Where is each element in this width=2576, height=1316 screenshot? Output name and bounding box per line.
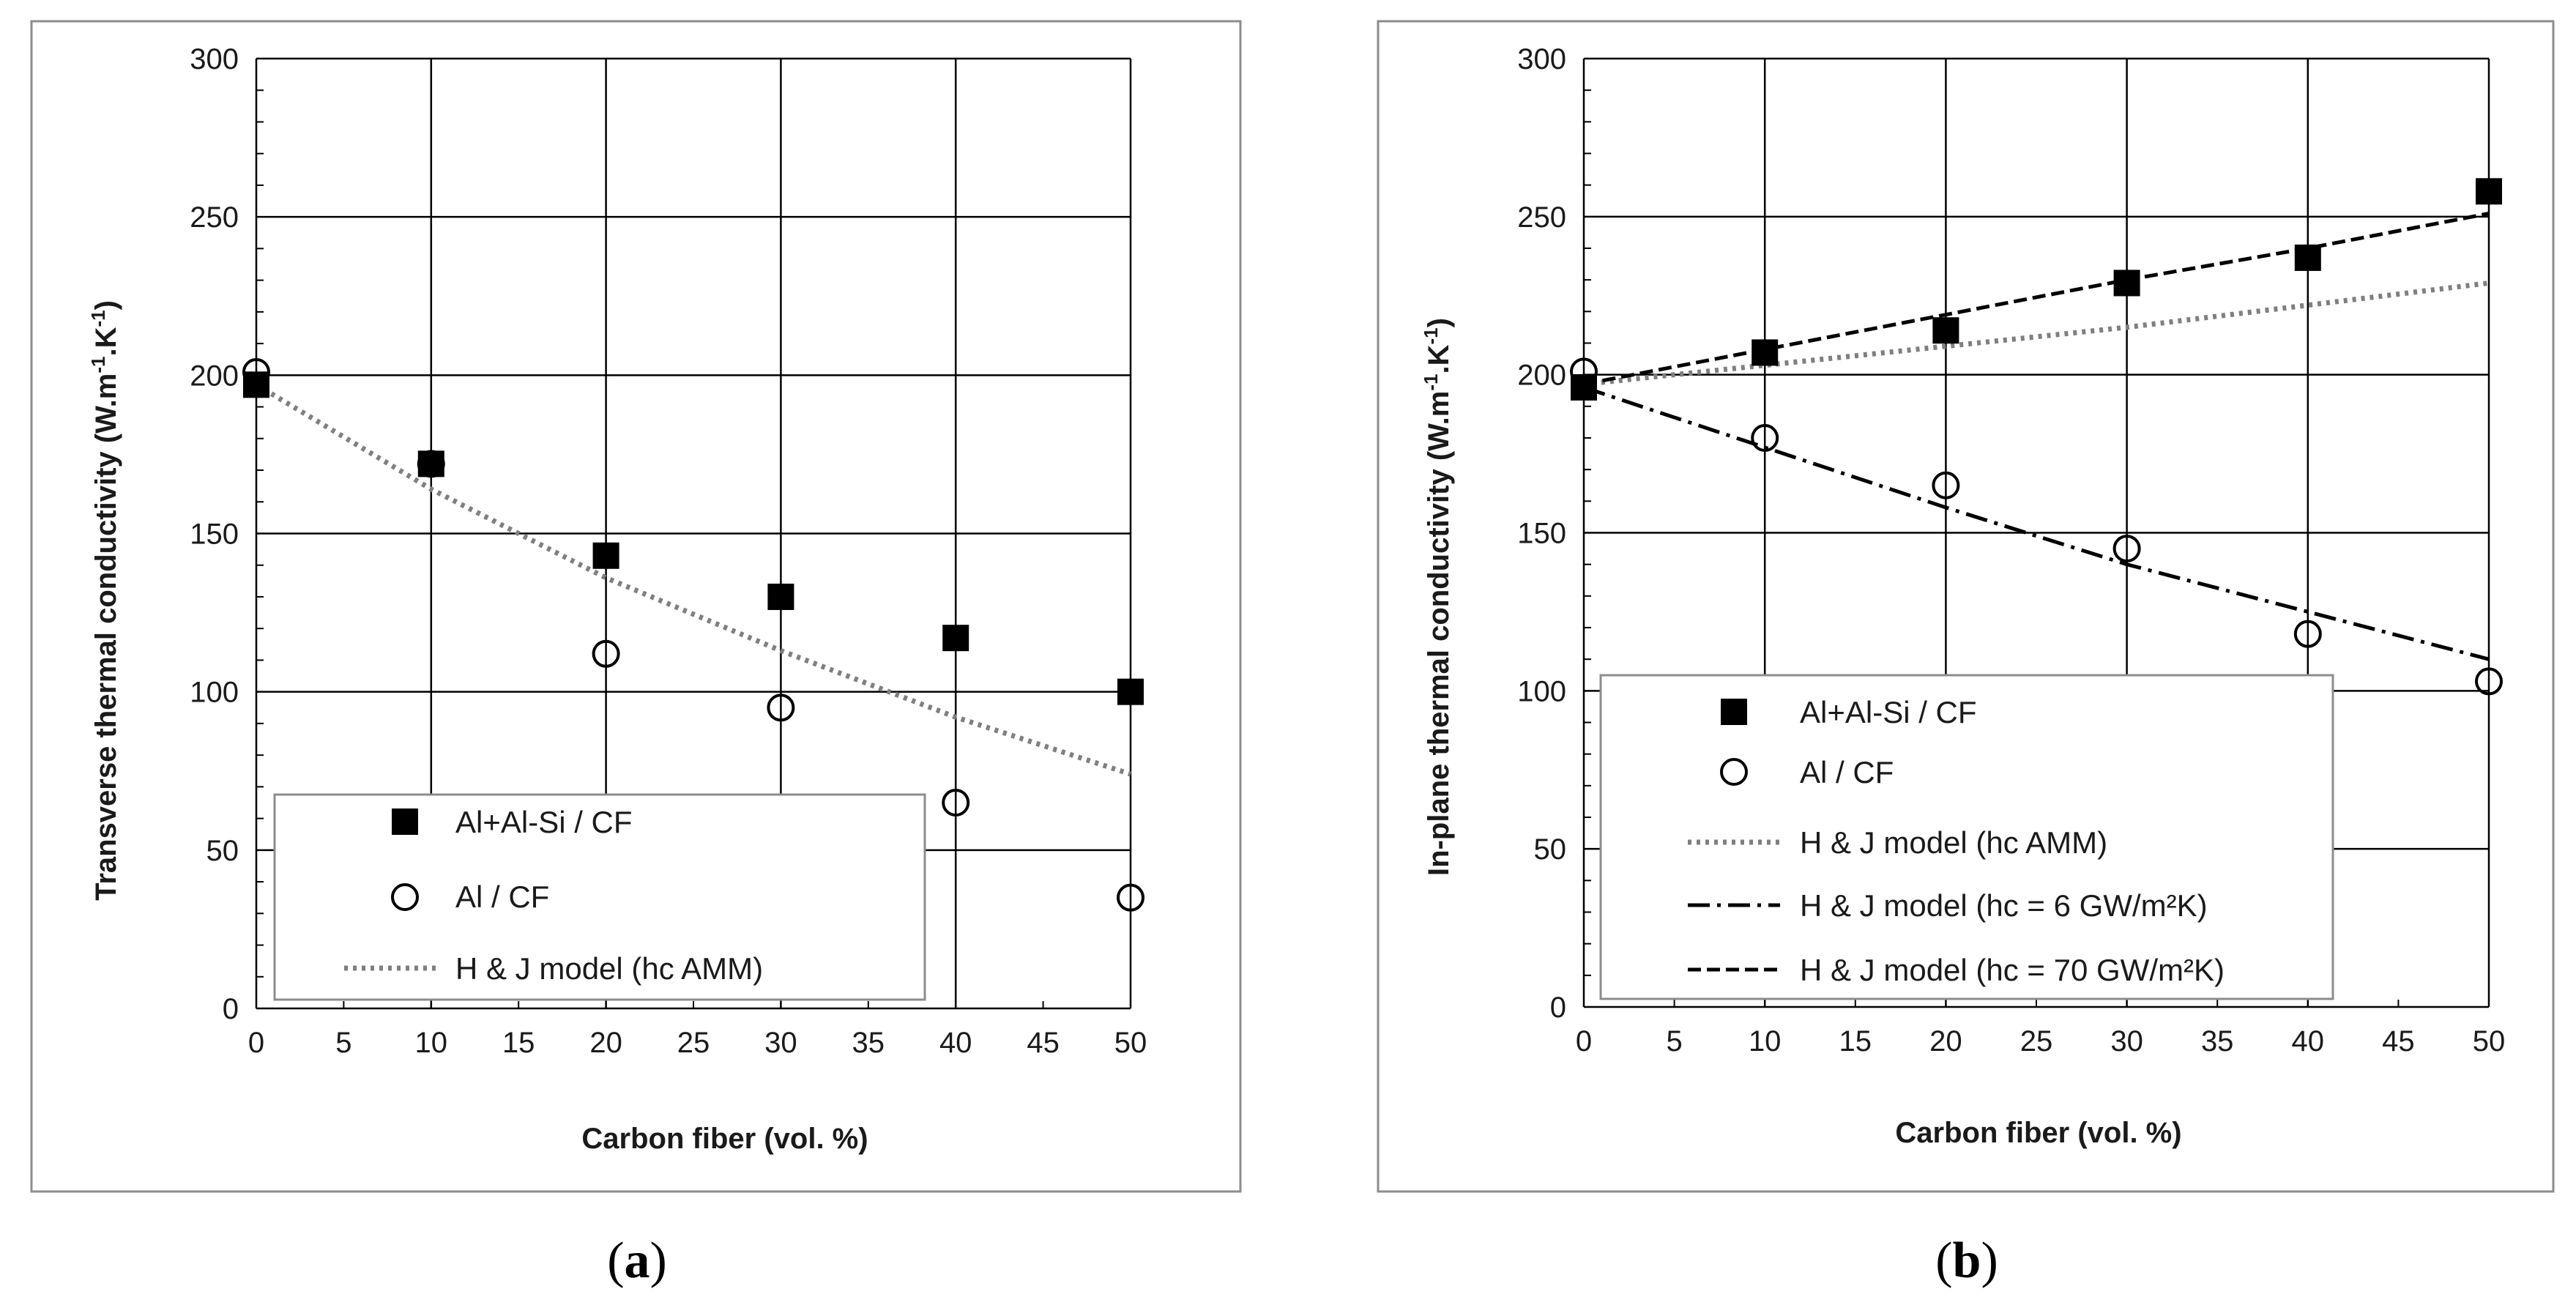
y-tick-label: 50 (1534, 833, 1567, 866)
data-point-circle (2293, 620, 2322, 648)
y-tick-label: 50 (206, 835, 239, 867)
y-tick-label: 0 (223, 993, 239, 1025)
data-point-square (1117, 678, 1144, 705)
data-point-circle (1932, 471, 1960, 499)
y-tick-label: 100 (1517, 675, 1566, 707)
x-tick-label: 25 (677, 1027, 710, 1059)
data-point-square (942, 625, 969, 652)
data-point-square (592, 542, 619, 569)
chart-a-ticks: 0 5 10 15 20 25 30 35 40 45 50 0 50 100 150 200 250 300 (190, 43, 1147, 1059)
y-tick-label: 300 (190, 43, 239, 75)
data-point-circle (942, 788, 970, 817)
data-point-circle (767, 694, 795, 722)
data-point-circle (1117, 883, 1144, 912)
x-tick-label: 0 (248, 1027, 264, 1059)
x-tick-label: 20 (1929, 1025, 1962, 1057)
x-tick-label: 25 (2020, 1025, 2053, 1057)
chart-a-y-axis-label: Transverse thermal conductivity (W.m-1.K… (87, 300, 122, 901)
x-tick-label: 30 (2110, 1025, 2143, 1057)
y-tick-label: 150 (1517, 518, 1566, 550)
data-point-circle (2112, 535, 2141, 563)
data-point-circle (592, 639, 620, 668)
y-tick-label: 150 (190, 518, 239, 551)
data-point-circle (417, 450, 445, 478)
legend-label: Al / CF (1800, 755, 1894, 789)
legend-label: Al+Al-Si / CF (1800, 695, 1977, 729)
legend-label: Al / CF (455, 880, 549, 914)
y-tick-label: 250 (1517, 201, 1566, 234)
legend-label: H & J model (hc = 6 GW/m²K) (1800, 888, 2208, 923)
data-point-square (1752, 339, 1779, 366)
legend-circle-marker (1720, 758, 1748, 786)
data-point-square (767, 583, 794, 610)
series-line-dashed (1583, 212, 2490, 387)
x-tick-label: 40 (939, 1027, 972, 1059)
data-point-circle (2475, 667, 2503, 696)
data-point-square (1932, 317, 1959, 344)
data-point-circle (1751, 424, 1779, 452)
chart-b-y-axis-label: In-plane thermal conductivity (W.m-1.K-1… (1420, 318, 1455, 876)
chart-b: 0 5 10 15 20 25 30 35 40 45 50 0 50 100 150 200 250 300 C… (1377, 20, 2555, 1289)
x-tick-label: 20 (589, 1027, 622, 1059)
chart-b-legend: Al+Al-Si / CF Al / CF H & J model (hc AM… (1599, 674, 2334, 1000)
x-tick-label: 5 (1666, 1025, 1682, 1057)
legend-square-marker (1721, 699, 1747, 725)
x-tick-label: 10 (415, 1027, 448, 1059)
legend-label: H & J model (hc = 70 GW/m²K) (1800, 953, 2225, 987)
x-tick-label: 30 (764, 1027, 797, 1059)
x-tick-label: 15 (502, 1027, 535, 1059)
data-point-circle (242, 358, 270, 387)
chart-b-ticks: 0 5 10 15 20 25 30 35 40 45 50 0 50 100 150 200 250 300 (1517, 43, 2505, 1057)
y-tick-label: 200 (190, 360, 239, 392)
chart-a-legend: Al+Al-Si / CF Al / CF H & J model (hc AM… (273, 793, 926, 1001)
chart-a-x-axis-label: Carbon fiber (vol. %) (581, 1123, 868, 1155)
legend-square-marker (392, 808, 418, 835)
chart-b-legend-box (1599, 674, 2334, 1000)
x-tick-label: 10 (1749, 1025, 1782, 1057)
legend-label: Al+Al-Si / CF (455, 805, 633, 839)
legend-label: H & J model (hc AMM) (1800, 825, 2107, 860)
y-tick-label: 200 (1517, 360, 1566, 392)
series-line-dotted (255, 382, 1132, 777)
chart-b-series (1570, 178, 2503, 696)
chart-a-caption: (a) (607, 1233, 667, 1289)
x-tick-label: 40 (2292, 1025, 2325, 1057)
x-tick-label: 0 (1576, 1025, 1592, 1057)
chart-a-frame (30, 20, 1242, 1193)
x-tick-label: 50 (2473, 1025, 2506, 1057)
x-tick-label: 45 (2382, 1025, 2415, 1057)
x-tick-label: 15 (1839, 1025, 1872, 1057)
x-tick-label: 50 (1114, 1027, 1147, 1059)
chart-a-series (242, 358, 1144, 912)
data-point-square (2476, 178, 2502, 205)
x-tick-label: 45 (1027, 1027, 1060, 1059)
y-tick-label: 100 (190, 677, 239, 709)
series-line-dotted (1583, 280, 2490, 387)
chart-b-x-axis-label: Carbon fiber (vol. %) (1895, 1117, 2181, 1149)
data-point-square (2113, 269, 2140, 297)
y-tick-label: 0 (1550, 992, 1566, 1024)
y-tick-label: 250 (190, 201, 239, 234)
data-point-square (2294, 244, 2321, 271)
chart-a-legend-box (273, 793, 926, 1001)
legend-circle-marker (391, 883, 419, 911)
y-tick-label: 300 (1517, 43, 1566, 75)
x-tick-label: 35 (852, 1027, 885, 1059)
data-point-circle (1570, 357, 1598, 386)
legend-label: H & J model (hc AMM) (455, 951, 763, 986)
chart-b-caption: (b) (1935, 1233, 1998, 1289)
chart-a: 0 5 10 15 20 25 30 35 40 45 50 0 50 100 150 200 250 300 C… (30, 20, 1242, 1289)
x-tick-label: 35 (2201, 1025, 2234, 1057)
x-tick-label: 5 (335, 1027, 351, 1059)
